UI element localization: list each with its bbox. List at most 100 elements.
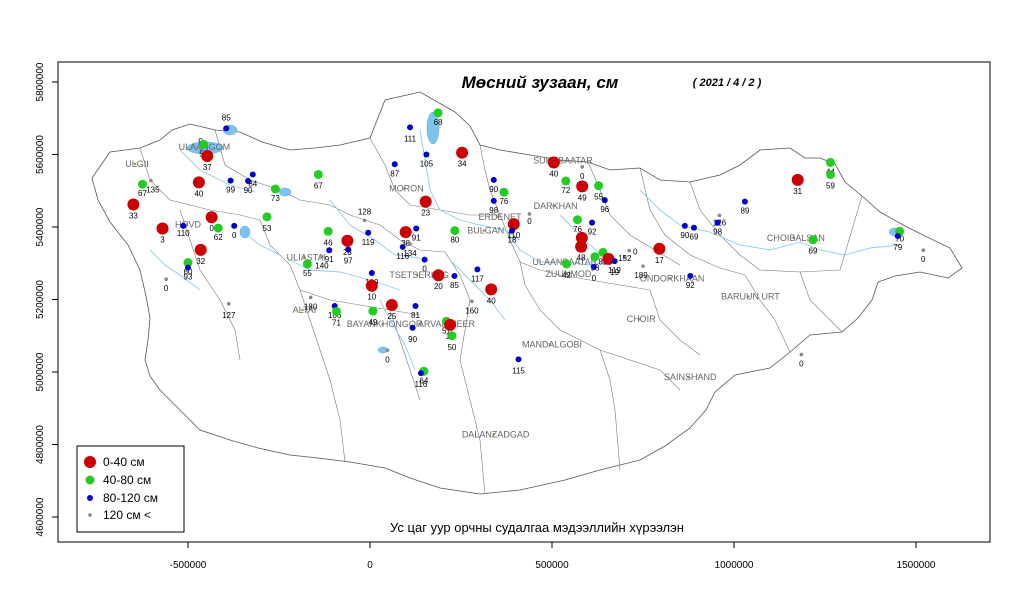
station-marker: [205, 211, 218, 224]
station-marker: [302, 259, 312, 269]
station-value-label: 99: [226, 186, 235, 195]
city-marker: [559, 159, 563, 162]
station-value-label: 180: [304, 302, 318, 311]
station-value-label: 25: [387, 312, 396, 321]
station-marker: [399, 243, 406, 250]
city-marker: [381, 322, 384, 326]
station-marker: [808, 235, 818, 245]
station-marker: [417, 370, 424, 377]
station-value-label: 60: [184, 268, 193, 277]
station-value-label: 117: [471, 274, 484, 283]
city-label: ALTAI: [293, 305, 317, 315]
station-value-label: 17: [655, 256, 664, 265]
station-marker: [391, 161, 398, 168]
city-label: ONDORKHAAN: [640, 273, 705, 283]
city-marker: [403, 187, 406, 190]
station-value-label: 31: [793, 187, 802, 196]
city-label: ULIASTAI: [287, 252, 326, 262]
city-marker: [747, 295, 750, 298]
station-value-label: 81: [411, 311, 420, 320]
y-tick-label: 4600000: [35, 497, 46, 536]
station-value-label: 134: [403, 249, 417, 258]
station-value-label: 70: [895, 234, 904, 243]
station-marker: [580, 165, 585, 169]
city-marker: [415, 273, 419, 277]
station-marker: [508, 227, 515, 234]
station-marker: [447, 331, 457, 341]
station-value-label: 119: [362, 238, 375, 247]
station-marker: [270, 184, 280, 194]
station-value-label: 0: [527, 217, 532, 226]
station-marker: [332, 306, 342, 316]
station-value-label: 80: [450, 236, 459, 245]
station-marker: [408, 242, 412, 246]
city-marker: [496, 215, 500, 219]
station-marker: [825, 169, 835, 179]
station-value-label: 34: [458, 160, 467, 169]
city-marker: [637, 317, 641, 321]
station-marker: [227, 177, 234, 184]
city-marker: [552, 204, 555, 208]
station-marker: [412, 303, 419, 310]
city-label: BARUUN URT: [721, 292, 780, 302]
station-marker: [407, 124, 414, 131]
city-label: MORON: [389, 183, 424, 193]
station-marker: [365, 279, 378, 292]
station-marker: [262, 212, 272, 222]
station-value-label: 0: [799, 360, 804, 369]
city-marker: [792, 236, 796, 240]
station-marker: [714, 219, 721, 226]
legend: 0-40 см 40-80 см 80-120 см 120 см <: [76, 445, 185, 533]
station-marker: [450, 226, 460, 236]
station-value-label: 0: [385, 355, 390, 364]
legend-symbol-120-plus: [88, 513, 92, 517]
station-marker: [192, 176, 205, 189]
station-marker: [799, 352, 804, 357]
station-marker: [485, 283, 498, 296]
plot-frame: [57, 61, 991, 543]
station-marker: [127, 198, 140, 211]
station-marker: [575, 231, 588, 244]
station-marker: [572, 215, 582, 225]
station-value-label: 62: [214, 233, 223, 242]
station-value-label: 49: [368, 318, 377, 327]
station-value-label: 76: [573, 225, 582, 234]
station-marker: [345, 246, 352, 253]
y-axis: 4600000 4800000 5000000 5200000 5400000 56000…: [35, 62, 58, 536]
station-marker: [641, 264, 645, 268]
station-value-label: 87: [390, 169, 399, 178]
station-value-label: 91: [412, 233, 421, 242]
legend-label-80-120: 80-120 см: [103, 491, 158, 505]
station-value-label: 89: [740, 207, 749, 216]
station-value-label: 0: [232, 231, 237, 240]
city-marker: [303, 256, 306, 259]
station-marker: [385, 298, 398, 311]
legend-symbol-0-40: [84, 456, 96, 468]
city-marker: [687, 375, 690, 379]
station-value-label: 0: [422, 265, 427, 274]
station-marker: [419, 195, 432, 208]
station-value-label: 111: [404, 134, 417, 143]
station-marker: [515, 356, 522, 363]
station-marker: [320, 254, 324, 259]
map-title: Мөсний зузаан, см: [462, 73, 619, 92]
station-marker: [341, 234, 354, 247]
station-marker: [547, 156, 560, 169]
station-marker: [687, 272, 694, 279]
legend-symbol-40-80: [85, 475, 95, 485]
station-marker: [490, 176, 497, 183]
station-marker: [433, 108, 443, 118]
station-marker: [562, 259, 572, 269]
station-marker: [365, 229, 372, 236]
station-marker: [490, 197, 497, 204]
station-marker: [561, 176, 571, 186]
station-value-label: 46: [324, 238, 333, 247]
station-marker: [194, 243, 207, 256]
city-label: BAYANKHONGOR: [347, 319, 423, 329]
station-marker: [409, 324, 416, 331]
station-marker: [507, 218, 520, 231]
city-marker: [482, 229, 486, 232]
station-value-label: 0: [209, 224, 214, 233]
station-marker: [681, 222, 688, 229]
